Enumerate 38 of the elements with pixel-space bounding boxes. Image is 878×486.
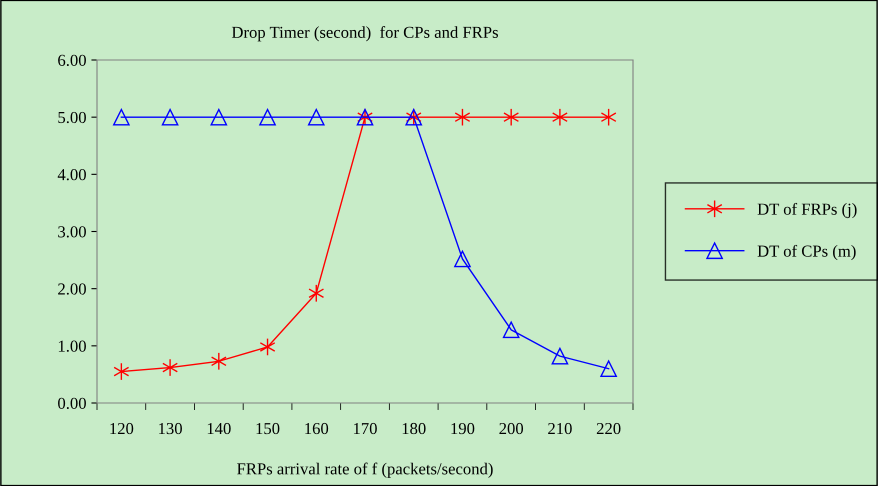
y-tick-label: 2.00 (58, 283, 86, 295)
y-tick-label: 5.00 (58, 112, 86, 124)
point (113, 362, 130, 381)
x-axis-title: FRPs arrival rate of f (packets/second) (237, 462, 493, 478)
x-tick-label: 220 (596, 422, 620, 434)
point (503, 108, 520, 126)
point (308, 284, 324, 302)
x-tick-label: 150 (256, 422, 280, 434)
y-tick-label: 3.00 (58, 226, 86, 238)
x-tick-label: 190 (451, 422, 474, 434)
y-tick-label: 0.00 (58, 398, 86, 410)
point (308, 108, 325, 126)
x-tick-label: 200 (499, 422, 524, 434)
point (454, 250, 471, 268)
x-tick-label: 140 (208, 422, 231, 434)
point (259, 108, 276, 126)
point (210, 352, 227, 370)
x-tick-label: 170 (354, 422, 377, 434)
point (162, 358, 178, 377)
x-tick-label: 120 (110, 422, 134, 434)
legend-label: DT of CPs (m) (758, 244, 856, 260)
x-tick-label: 180 (402, 422, 426, 434)
point (502, 321, 520, 338)
legend-label: DT of FRPs (j) (758, 202, 857, 218)
y-tick-label: 1.00 (58, 340, 86, 352)
x-tick-label: 130 (159, 422, 182, 434)
x-tick-label: 210 (548, 422, 572, 434)
point (210, 108, 228, 126)
point (162, 108, 178, 126)
point (552, 108, 568, 126)
y-tick-label: 6.00 (58, 54, 86, 66)
point (600, 360, 617, 378)
point (600, 108, 617, 126)
x-tick-label: 160 (305, 422, 328, 434)
point (113, 108, 130, 126)
y-tick-label: 4.00 (58, 169, 86, 180)
point (552, 348, 568, 364)
chart-title: Drop Timer (second) for CPs and FRPs (232, 26, 498, 42)
